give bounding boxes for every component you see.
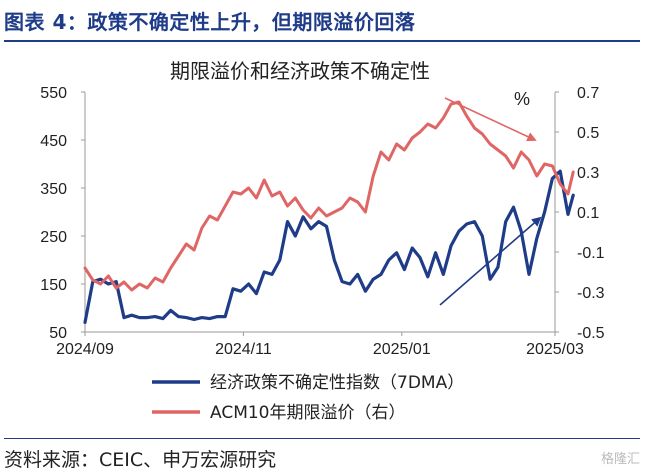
x-tick-label: 2025/01 (373, 341, 431, 358)
series-lines (83, 100, 575, 324)
y-left-tick-label: 450 (40, 133, 67, 150)
y-right-tick-label: 0.5 (577, 125, 599, 142)
up-trend-arrow (439, 216, 542, 306)
down-trend-arrow (444, 97, 537, 142)
x-tick-label: 2024/09 (56, 341, 114, 358)
y-left-tick-label: 250 (40, 229, 67, 246)
y-right-tick-label: 0.3 (577, 165, 599, 182)
y-left-tick-label: 50 (49, 325, 67, 342)
chart: 期限溢价和经济政策不确定性 % 2024/09 2024/11 2025/01 202… (40, 59, 604, 423)
title-rule (4, 40, 640, 42)
x-tick-label: 2024/11 (215, 341, 272, 358)
y-right-tick-label: -0.1 (577, 245, 605, 262)
tick-labels: 2024/09 2024/11 2025/01 2025/03 50 150 250 350 4… (40, 85, 604, 358)
y-left-tick-label: 550 (40, 85, 67, 102)
x-tick-label: 2025/03 (526, 341, 584, 358)
source-note: 资料来源：CEIC、申万宏源研究 (4, 449, 277, 471)
y-right-tick-label: -0.3 (577, 285, 605, 302)
epu-index-line (83, 169, 575, 324)
trend-annotations (439, 97, 542, 306)
y-right-tick-label: 0.7 (577, 85, 599, 102)
chart-title: 期限溢价和经济政策不确定性 (170, 59, 430, 83)
right-axis-unit: % (514, 89, 530, 109)
y-right-tick-label: -0.5 (577, 325, 605, 342)
y-left-tick-label: 150 (40, 277, 67, 294)
legend: 经济政策不确定性指数（7DMA） ACM10年期限溢价（右） (152, 373, 464, 423)
axes (81, 91, 559, 336)
y-right-tick-label: 0.1 (577, 205, 599, 222)
watermark: 格隆汇 (600, 452, 640, 467)
term-premium-line (83, 100, 575, 292)
source-rule (4, 438, 640, 439)
legend-label-term-premium: ACM10年期限溢价（右） (210, 403, 406, 423)
legend-label-epu: 经济政策不确定性指数（7DMA） (210, 373, 464, 393)
y-left-tick-label: 350 (40, 181, 67, 198)
figure-title: 图表 4：政策不确定性上升，但期限溢价回落 (4, 10, 416, 34)
